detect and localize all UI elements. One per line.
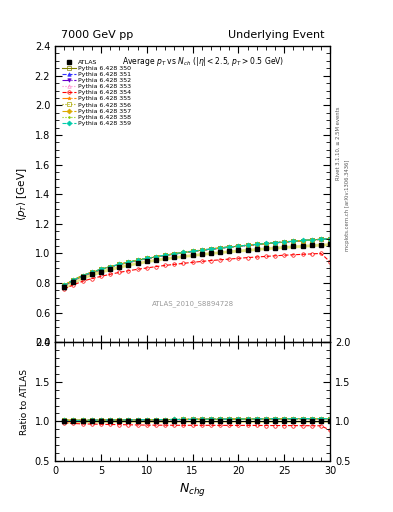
Text: Average $p_T$ vs $N_{ch}$ ($|\eta| < 2.5$, $p_T > 0.5$ GeV): Average $p_T$ vs $N_{ch}$ ($|\eta| < 2.5… [123,55,285,68]
Legend: ATLAS, Pythia 6.428 350, Pythia 6.428 351, Pythia 6.428 352, Pythia 6.428 353, P: ATLAS, Pythia 6.428 350, Pythia 6.428 35… [61,58,132,127]
Text: Rivet 3.1.10, ≥ 2.5M events: Rivet 3.1.10, ≥ 2.5M events [336,106,341,180]
Text: 7000 GeV pp: 7000 GeV pp [61,30,133,40]
Text: mcplots.cern.ch [arXiv:1306.3436]: mcplots.cern.ch [arXiv:1306.3436] [345,159,350,250]
Y-axis label: Ratio to ATLAS: Ratio to ATLAS [20,369,29,435]
Text: Underlying Event: Underlying Event [228,30,325,40]
Y-axis label: $\langle p_T \rangle$ [GeV]: $\langle p_T \rangle$ [GeV] [15,167,29,221]
X-axis label: $N_{chg}$: $N_{chg}$ [179,481,206,498]
Text: ATLAS_2010_S8894728: ATLAS_2010_S8894728 [152,301,233,307]
